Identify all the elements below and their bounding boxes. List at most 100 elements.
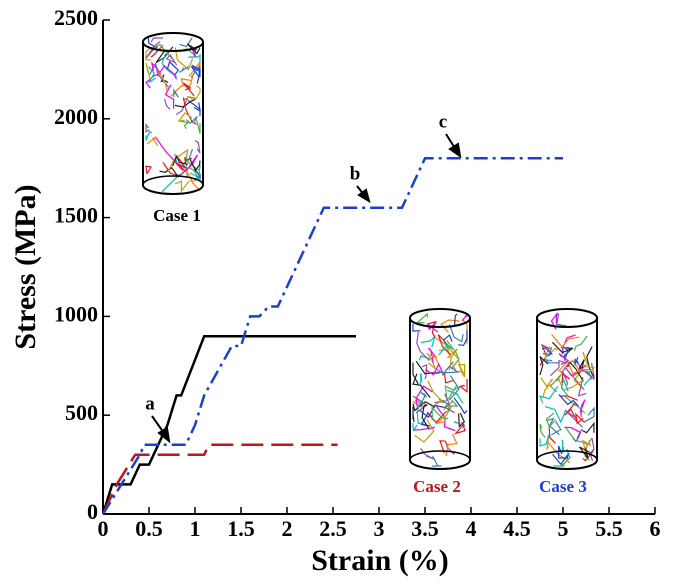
fibre bbox=[453, 313, 460, 327]
y-tick-label: 0 bbox=[87, 499, 98, 524]
cylinder-top bbox=[536, 308, 598, 328]
x-tick-label: 4.5 bbox=[503, 516, 531, 541]
fibre bbox=[539, 423, 546, 438]
fibre bbox=[446, 348, 458, 371]
fibre bbox=[443, 393, 455, 414]
fibre bbox=[185, 116, 198, 125]
fibre bbox=[145, 47, 152, 61]
fibre bbox=[547, 426, 556, 444]
fibre bbox=[558, 394, 579, 407]
fibre bbox=[192, 164, 201, 182]
fibre bbox=[457, 363, 466, 377]
fibre bbox=[446, 339, 460, 370]
fibre bbox=[560, 370, 571, 384]
fibre bbox=[412, 426, 436, 431]
fibre bbox=[148, 66, 157, 84]
annotation: b bbox=[350, 163, 361, 184]
fibre bbox=[414, 418, 435, 443]
fibre bbox=[573, 335, 588, 351]
fibre bbox=[174, 98, 196, 108]
fibre bbox=[448, 375, 460, 401]
fibre bbox=[412, 422, 418, 432]
fibre bbox=[151, 61, 161, 73]
fibre bbox=[194, 139, 201, 154]
x-tick-label: 3 bbox=[374, 516, 385, 541]
fibre bbox=[564, 426, 581, 439]
fibre bbox=[145, 41, 161, 59]
series-line bbox=[101, 443, 338, 515]
y-tick-label: 2000 bbox=[54, 104, 98, 129]
fibre bbox=[555, 313, 567, 327]
series-line bbox=[101, 334, 356, 515]
fibre bbox=[582, 351, 589, 366]
fibre bbox=[561, 361, 571, 386]
fibre bbox=[177, 112, 193, 122]
y-tick-label: 2500 bbox=[54, 5, 98, 30]
fibre bbox=[543, 358, 560, 364]
x-axis-label: Strain (%) bbox=[311, 544, 449, 577]
fibre bbox=[564, 403, 578, 422]
fibre bbox=[415, 385, 433, 409]
fibre bbox=[586, 346, 595, 379]
fibre bbox=[436, 406, 456, 432]
fibre bbox=[546, 417, 560, 436]
fibre bbox=[561, 439, 565, 454]
fibre bbox=[582, 449, 595, 462]
fibre bbox=[416, 400, 423, 425]
fibre bbox=[565, 427, 588, 446]
fibre bbox=[578, 359, 585, 370]
legend-label: Case 3 bbox=[539, 477, 587, 496]
series-line bbox=[101, 157, 563, 515]
fibre bbox=[189, 158, 201, 172]
fibre bbox=[544, 406, 567, 424]
fibre bbox=[426, 352, 436, 370]
fibre bbox=[179, 37, 193, 48]
fibre bbox=[545, 412, 557, 428]
x-tick-label: 2 bbox=[282, 516, 293, 541]
fibre bbox=[419, 391, 428, 406]
fibre bbox=[145, 130, 153, 141]
fibre bbox=[155, 46, 174, 64]
fibre bbox=[557, 360, 576, 372]
fibre bbox=[412, 373, 431, 398]
y-tick-label: 1500 bbox=[54, 203, 98, 228]
fibre bbox=[147, 37, 158, 49]
cylinder-top bbox=[142, 32, 204, 52]
fibre bbox=[558, 353, 570, 366]
fibre bbox=[420, 447, 435, 460]
fibre bbox=[453, 397, 468, 415]
fibre bbox=[421, 404, 430, 430]
fibre bbox=[173, 88, 179, 98]
fibre bbox=[545, 435, 550, 450]
fibre bbox=[163, 98, 171, 110]
cylinder-top bbox=[409, 308, 471, 328]
fibre bbox=[193, 106, 201, 117]
fibre bbox=[427, 380, 444, 406]
fibre bbox=[145, 165, 152, 174]
fibre bbox=[165, 54, 178, 66]
fibre bbox=[552, 452, 569, 466]
fibre bbox=[172, 154, 189, 167]
fibre bbox=[167, 149, 189, 173]
fibre bbox=[178, 65, 190, 73]
fibre bbox=[431, 406, 449, 421]
fibre bbox=[453, 421, 466, 435]
fibre bbox=[574, 357, 579, 366]
fibre bbox=[424, 362, 444, 376]
x-tick-label: 4 bbox=[466, 516, 477, 541]
fibre bbox=[541, 347, 554, 355]
fibre bbox=[420, 334, 436, 348]
fibre bbox=[187, 99, 201, 112]
fibre bbox=[560, 395, 578, 401]
fibre bbox=[547, 442, 571, 464]
fibre bbox=[416, 331, 430, 362]
fibre bbox=[412, 400, 436, 412]
fibre bbox=[179, 149, 193, 168]
fibre bbox=[579, 399, 586, 417]
y-tick-label: 500 bbox=[65, 400, 98, 425]
fibre bbox=[184, 156, 193, 164]
fibre bbox=[443, 399, 459, 411]
fibre bbox=[440, 385, 458, 403]
fibre bbox=[184, 159, 190, 178]
